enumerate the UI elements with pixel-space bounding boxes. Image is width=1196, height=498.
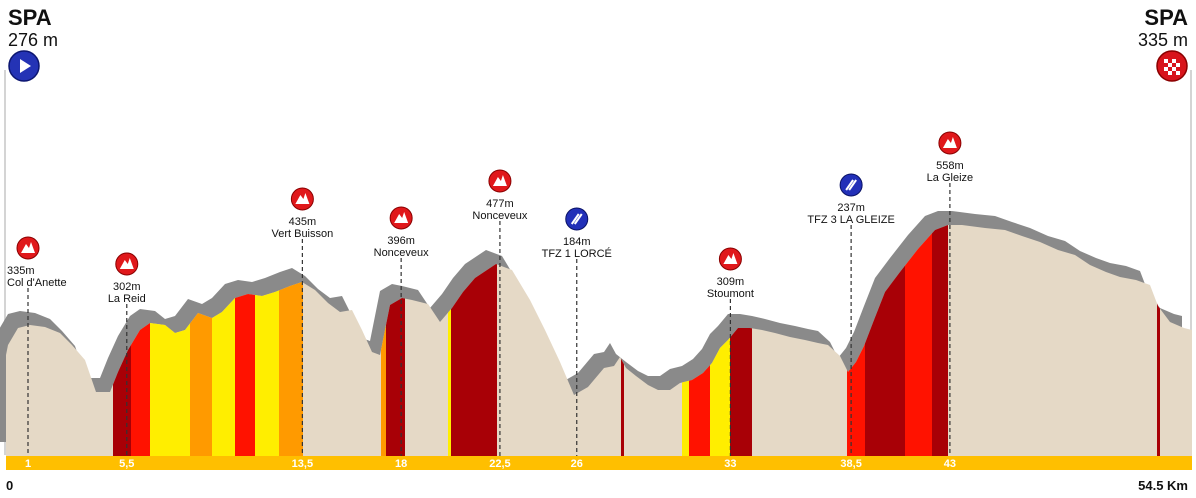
- km-tick-label: 43: [944, 458, 956, 470]
- marker-altitude: 237m: [837, 202, 865, 214]
- mountain-icon: [115, 252, 139, 276]
- climb-band: [905, 225, 932, 456]
- marker-name: La Reid: [108, 293, 146, 305]
- marker-name: Nonceveux: [472, 210, 528, 222]
- km-tick-label: 22,5: [489, 458, 510, 470]
- start-altitude: 276 m: [8, 30, 59, 50]
- marker-altitude: 396m: [387, 235, 415, 247]
- km-tick-label: 18: [395, 458, 407, 470]
- mountain-icon: [389, 206, 413, 230]
- finish-name: SPA: [1144, 5, 1188, 30]
- right-frame-line: [1190, 70, 1192, 455]
- mountain-icon: [718, 247, 742, 271]
- climb-band: [381, 225, 386, 456]
- km-tick-label: 38,5: [840, 458, 861, 470]
- climb-band: [1157, 225, 1160, 456]
- climb-band: [689, 225, 710, 456]
- climb-band: [621, 225, 624, 456]
- climb-band: [682, 225, 689, 456]
- km-tick-label: 1: [25, 458, 31, 470]
- km-tick-label: 5,5: [119, 458, 134, 470]
- climb-band: [190, 225, 212, 456]
- left-frame-line: [4, 70, 6, 455]
- finish-location: SPA 335 m: [1137, 5, 1188, 51]
- km-tick-label: 13,5: [292, 458, 313, 470]
- climb-band: [730, 225, 735, 456]
- climb-band: [451, 225, 497, 456]
- climb-band: [448, 225, 451, 456]
- climb-band: [932, 225, 948, 456]
- marker-altitude: 302m: [113, 281, 141, 293]
- finish-altitude: 335 m: [1137, 30, 1188, 50]
- distance-end-label: 54.5 Km: [1138, 478, 1188, 493]
- marker-name: Col d'Anette: [7, 277, 67, 289]
- climb-band: [212, 225, 235, 456]
- km-tick-label: 33: [724, 458, 736, 470]
- marker-name: TFZ 1 LORCÉ: [542, 247, 612, 260]
- mountain-icon: [938, 131, 962, 155]
- marker-altitude: 309m: [717, 276, 745, 288]
- marker-altitude: 184m: [563, 236, 591, 248]
- marker-name: La Gleize: [927, 172, 973, 184]
- climb-band: [735, 225, 752, 456]
- marker-altitude: 435m: [289, 216, 317, 228]
- climb-band: [885, 225, 905, 456]
- start-location: SPA 276 m: [8, 5, 59, 51]
- marker-name: Nonceveux: [374, 247, 430, 259]
- km-tick-layer: 1 5,5 13,5 18 22,5 26 33 38,5 43: [25, 458, 956, 470]
- sprint-icon: [839, 173, 863, 197]
- marker-altitude: 477m: [486, 198, 514, 210]
- marker-name: TFZ 3 LA GLEIZE: [807, 214, 894, 226]
- marker-altitude: 558m: [936, 160, 964, 172]
- marker-name: Stoumont: [707, 288, 754, 300]
- distance-start-label: 0: [6, 478, 14, 493]
- marker-altitude: 335m: [7, 265, 35, 277]
- km-tick-label: 26: [571, 458, 583, 470]
- climb-band: [235, 225, 255, 456]
- sprint-icon: [565, 207, 589, 231]
- mountain-icon: [290, 187, 314, 211]
- start-name: SPA: [8, 5, 52, 30]
- km-bar: [6, 456, 1192, 470]
- mountain-icon: [16, 236, 40, 260]
- play-icon: [8, 50, 40, 82]
- checkered-flag-icon: [1156, 50, 1188, 82]
- mountain-icon: [488, 169, 512, 193]
- marker-name: Vert Buisson: [271, 228, 333, 240]
